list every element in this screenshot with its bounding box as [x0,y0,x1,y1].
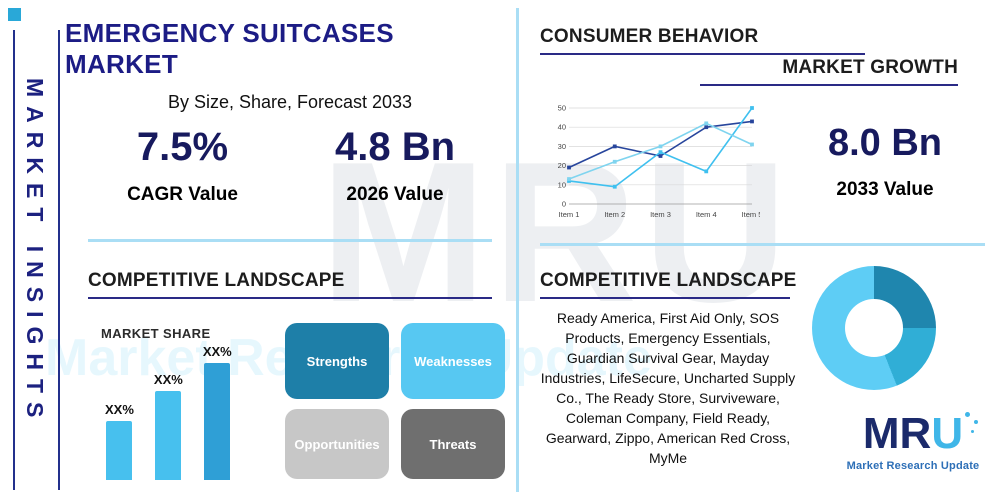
svg-text:10: 10 [558,180,566,189]
swot-threats-box: Threats [401,409,505,479]
cagr-label: CAGR Value [127,184,238,205]
value-2033-label: 2033 Value [836,179,934,200]
left-rail-line-outer [13,30,15,490]
logo-letter-m: M [862,409,900,458]
market-growth-underline [700,84,958,86]
logo-tagline: Market Research Update [846,460,980,473]
competitive-landscape-right-heading: COMPETITIVE LANDSCAPE [540,270,797,291]
svg-text:Item 4: Item 4 [696,210,717,219]
logo-bubble-icon [971,430,974,433]
market-growth-heading: MARKET GROWTH [782,57,958,78]
companies-list: Ready America, First Aid Only, SOS Produ… [540,310,796,467]
market-share-label: MARKET SHARE [101,326,211,341]
svg-text:40: 40 [558,123,566,132]
left-rail-line-inner [58,30,60,490]
right-horizontal-divider [540,243,985,246]
value-2033-value: 8.0 Bn [827,122,943,164]
logo-bubble-icon [965,412,970,417]
market-share-bar: XX% [154,372,183,480]
competitive-landscape-left-underline [88,297,492,299]
logo-letter-r: R [899,409,932,458]
competitive-landscape-left-heading: COMPETITIVE LANDSCAPE [88,270,345,291]
logo-letter-u: U [931,409,964,458]
value-2026-value: 4.8 Bn [334,125,456,169]
center-vertical-divider [516,8,519,492]
svg-text:Item 2: Item 2 [604,210,625,219]
svg-text:30: 30 [558,142,566,151]
svg-text:20: 20 [558,161,566,170]
consumer-behavior-heading: CONSUMER BEHAVIOR [540,26,759,47]
cagr-value: 7.5% [136,125,229,169]
market-share-bar: XX% [202,343,232,480]
value-2026-stat: 4.8 Bn 2026 Value [310,125,480,206]
competitive-landscape-right-underline [540,297,790,299]
value-2026-label: 2026 Value [346,184,444,205]
mru-logo-word: MRU [838,409,988,458]
cagr-stat: 7.5% CAGR Value [100,125,265,206]
swot-weaknesses-box: Weaknesses [401,323,505,399]
bar-value-label: XX% [105,402,134,418]
logo-bubble-icon [974,420,978,424]
swot-grid: Strengths Weaknesses Opportunities Threa… [285,323,505,479]
bar-value-label: XX% [202,343,232,359]
consumer-behavior-underline [540,53,865,55]
svg-text:Item 1: Item 1 [559,210,580,219]
corner-accent-square [8,8,21,21]
swot-opportunities-box: Opportunities [285,409,389,479]
watermark-text: MRU [320,121,794,344]
svg-text:0: 0 [562,200,566,209]
left-horizontal-divider [88,239,492,242]
bar-value-label: XX% [153,371,183,387]
value-2033-stat: 8.0 Bn 2033 Value [795,122,975,201]
svg-text:Item 3: Item 3 [650,210,671,219]
svg-text:Item 5: Item 5 [742,210,760,219]
mru-logo: MRU Market Research Update [838,409,988,473]
vertical-market-insights-label: MARKET INSIGHTS [22,78,48,427]
market-share-bar: XX% [105,402,134,480]
page-subtitle: By Size, Share, Forecast 2033 [167,92,413,112]
market-share-bar-chart: XX% XX% XX% [105,330,255,480]
page-title: EMERGENCY SUITCASES MARKET [65,18,394,79]
market-share-donut-chart [812,266,936,390]
svg-text:50: 50 [558,104,566,113]
consumer-behavior-line-chart: 0 10 20 30 40 50 Item 1 Item 2 Item 3 Item 4 Item … [558,104,760,220]
swot-strengths-box: Strengths [285,323,389,399]
